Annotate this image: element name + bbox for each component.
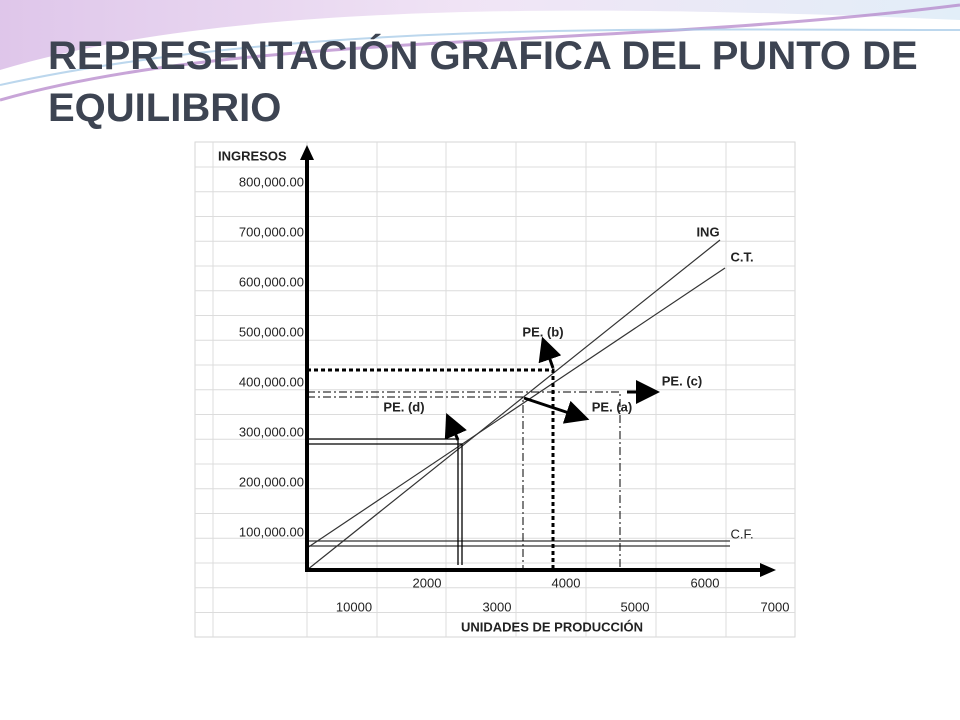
x-tick-label: 7000	[761, 599, 790, 614]
slide-title: REPRESENTACIÓN GRAFICA DEL PUNTO DE EQUI…	[48, 34, 918, 130]
y-tick-label: 500,000.00	[239, 324, 304, 339]
y-axis-arrow	[300, 145, 314, 160]
arrow	[444, 413, 467, 441]
x-tick-label: 4000	[552, 575, 581, 590]
x-axis-label: UNIDADES DE PRODUCCIÓN	[461, 619, 643, 634]
guide-b	[307, 368, 555, 570]
y-tick-label: 400,000.00	[239, 374, 304, 389]
line-label: ING	[696, 224, 719, 239]
arrow	[538, 336, 562, 369]
annotation: PE. (a)	[592, 399, 632, 414]
line-label: C.F.	[730, 526, 753, 541]
y-tick-label: 800,000.00	[239, 174, 304, 189]
decor	[0, 0, 960, 102]
y-tick-label: 200,000.00	[239, 474, 304, 489]
annotation: PE. (c)	[662, 373, 702, 388]
x-tick-label: 10000	[336, 599, 372, 614]
x-tick-label: 5000	[621, 599, 650, 614]
y-tick-label: 600,000.00	[239, 274, 304, 289]
annotation: PE. (b)	[522, 324, 563, 339]
x-axis-arrow	[760, 563, 776, 577]
ing-line	[306, 239, 721, 571]
x-tick-label: 2000	[413, 575, 442, 590]
annotation: PE. (d)	[383, 399, 424, 414]
y-tick-label: 700,000.00	[239, 224, 304, 239]
ct-line	[306, 267, 726, 549]
grid	[195, 142, 795, 637]
line-label: C.T.	[730, 249, 753, 264]
x-tick-label: 3000	[483, 599, 512, 614]
guide-a	[307, 391, 621, 570]
x-tick-label: 6000	[691, 575, 720, 590]
y-tick-label: 100,000.00	[239, 524, 304, 539]
arrow	[523, 396, 590, 424]
y-axis-label: INGRESOS	[218, 148, 287, 163]
y-tick-label: 300,000.00	[239, 424, 304, 439]
